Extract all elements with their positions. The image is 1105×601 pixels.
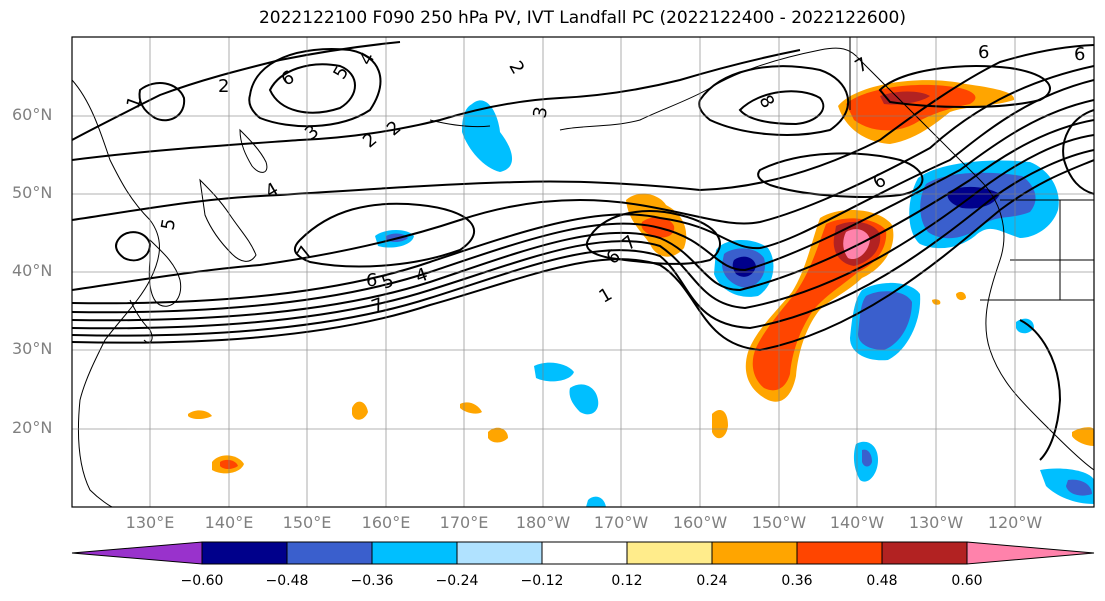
lat-label: 20°N (12, 418, 53, 437)
lat-label: 60°N (12, 105, 53, 124)
graticule (72, 37, 1094, 507)
lon-label: 130°E (125, 513, 175, 532)
contour-label: 3 (529, 105, 552, 120)
neg-anomaly-hawaii-ne (534, 362, 574, 382)
colorbar-tick-label: 0.48 (866, 573, 898, 589)
map-frame (71, 36, 1095, 508)
contour-label: 6 (1074, 44, 1085, 65)
colorbar-tick-label: 0.24 (696, 573, 728, 589)
contour-label: 6 (978, 42, 989, 63)
colorbar-tick-label: −0.12 (520, 573, 564, 589)
lon-label: 130°W (908, 513, 964, 532)
lon-label: 140°W (829, 513, 885, 532)
colorbar-tick-label: 0.12 (611, 573, 643, 589)
neg-anomaly-alaska (462, 100, 513, 172)
colorbar-tick-label: 0.36 (781, 573, 813, 589)
contour-label: 6 (366, 270, 377, 291)
contour-label: 2 (218, 76, 229, 97)
colorbar (71, 541, 1095, 565)
lat-label: 50°N (12, 183, 53, 202)
lon-label: 140°E (204, 513, 254, 532)
colorbar-tick-label: −0.24 (435, 573, 479, 589)
lat-label: 30°N (12, 339, 53, 358)
pv-contours (72, 41, 1094, 461)
lon-label: 170°E (439, 513, 489, 532)
lat-label: 40°N (12, 261, 53, 280)
lon-label: 120°W (987, 513, 1043, 532)
lon-label: 180°W (515, 513, 571, 532)
colorbar-tick-label: −0.48 (265, 573, 309, 589)
lon-label: 160°E (361, 513, 411, 532)
colorbar-tick-label: −0.36 (350, 573, 394, 589)
colorbar-upper-extend (966, 541, 1095, 565)
colorbar-tick-label: 0.60 (951, 573, 983, 589)
colorbar-tick-label: −0.60 (180, 573, 224, 589)
colorbar-lower-extend (71, 541, 203, 565)
contour-label: 5 (157, 217, 180, 232)
lon-label: 150°W (751, 513, 807, 532)
lon-label: 160°W (672, 513, 728, 532)
lon-label: 170°W (593, 513, 649, 532)
lon-label: 150°E (282, 513, 332, 532)
chart-title: 2022122100 F090 250 hPa PV, IVT Landfall… (258, 8, 906, 28)
